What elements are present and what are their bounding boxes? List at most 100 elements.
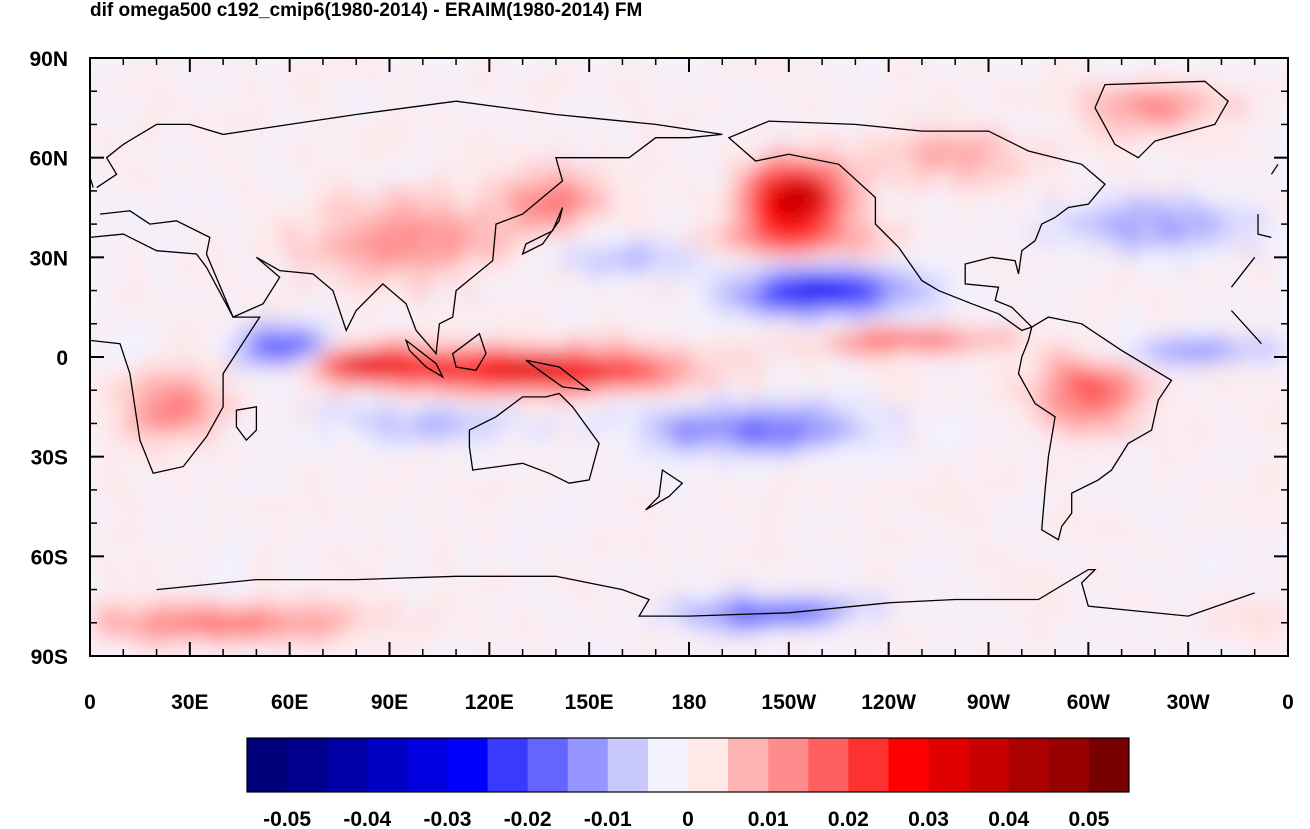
field-cell [399, 307, 411, 318]
field-cell [379, 167, 391, 179]
field-cell [239, 426, 251, 438]
field-cell [1158, 107, 1169, 119]
field-cell [579, 197, 590, 209]
field-cell [1068, 347, 1079, 358]
field-cell [359, 77, 371, 89]
field-cell [1018, 406, 1030, 418]
field-cell [649, 87, 660, 99]
field-cell [389, 157, 401, 169]
field-cell [798, 107, 810, 119]
field-cell [529, 406, 540, 418]
field-cell [938, 197, 950, 209]
field-cell [499, 87, 510, 99]
field-cell [948, 227, 960, 238]
field-cell [898, 366, 910, 378]
field-cell [1198, 376, 1209, 388]
field-cell [309, 58, 321, 69]
field-cell [888, 67, 900, 79]
field-cell [1118, 67, 1129, 79]
field-cell [1208, 416, 1219, 428]
field-cell [569, 97, 580, 109]
field-cell [679, 117, 690, 129]
field-cell [139, 227, 151, 238]
field-cell [239, 366, 251, 378]
field-cell [1148, 58, 1159, 69]
field-cell [109, 436, 121, 448]
field-cell [349, 157, 361, 169]
field-cell [838, 337, 850, 348]
field-cell [539, 117, 550, 129]
field-cell [908, 157, 920, 169]
field-cell [409, 257, 421, 268]
field-cell [329, 127, 341, 139]
field-cell [938, 446, 950, 458]
field-cell [299, 147, 311, 159]
field-cell [409, 416, 421, 428]
field-cell [958, 327, 970, 338]
field-cell [369, 386, 381, 398]
field-cell [788, 287, 800, 298]
field-cell [579, 366, 590, 378]
field-cell [689, 157, 700, 169]
field-cell [1268, 207, 1279, 219]
field-cell [1048, 456, 1059, 468]
field-cell [1168, 207, 1179, 219]
field-cell [329, 97, 341, 109]
field-cell [878, 366, 890, 378]
field-cell [669, 67, 680, 79]
field-cell [199, 327, 211, 338]
field-cell [788, 127, 800, 139]
field-cell [629, 207, 640, 219]
field-cell [1178, 277, 1189, 288]
field-cell [379, 117, 391, 129]
field-cell [659, 317, 670, 328]
field-cell [1278, 147, 1288, 159]
field-cell [289, 227, 301, 238]
field-cell [349, 297, 361, 308]
field-cell [1208, 227, 1219, 238]
field-cell [1008, 347, 1020, 358]
field-cell [948, 317, 960, 328]
field-cell [1108, 456, 1119, 468]
field-cell [1138, 107, 1149, 119]
field-cell [119, 456, 131, 468]
field-cell [1218, 456, 1229, 468]
field-cell [429, 58, 441, 69]
field-cell [1258, 97, 1269, 109]
field-cell [1078, 247, 1089, 258]
field-cell [319, 237, 331, 248]
field-cell [768, 117, 780, 129]
field-cell [1058, 117, 1069, 129]
field-cell [1098, 87, 1109, 99]
field-cell [549, 167, 560, 179]
field-cell [319, 137, 331, 149]
field-cell [968, 207, 980, 219]
field-cell [758, 357, 770, 368]
field-cell [1178, 207, 1189, 219]
field-cell [389, 237, 401, 248]
field-cell [988, 227, 1000, 238]
field-cell [609, 97, 620, 109]
field-cell [229, 267, 241, 278]
field-cell [90, 67, 101, 79]
field-cell [1068, 237, 1079, 248]
field-cell [1168, 426, 1179, 438]
field-cell [569, 287, 580, 298]
field-cell [998, 446, 1010, 458]
field-cell [1128, 277, 1139, 288]
field-cell [149, 307, 161, 318]
field-cell [499, 466, 510, 478]
field-cell [139, 456, 151, 468]
field-cell [90, 297, 101, 308]
field-cell [968, 237, 980, 248]
field-cell [199, 207, 211, 219]
field-cell [858, 157, 870, 169]
field-cell [898, 307, 910, 318]
field-cell [848, 396, 860, 408]
field-cell [1178, 416, 1189, 428]
field-cell [109, 357, 121, 368]
field-cell [1178, 396, 1189, 408]
field-cell [888, 376, 900, 388]
field-cell [479, 347, 490, 358]
field-cell [449, 217, 460, 229]
